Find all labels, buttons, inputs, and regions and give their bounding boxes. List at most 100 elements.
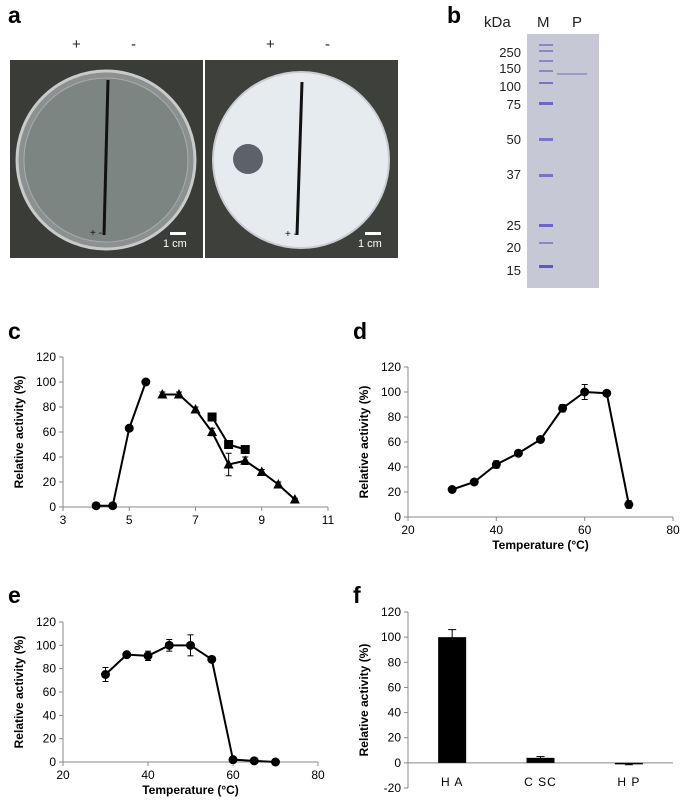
y-tick-label: 60 xyxy=(388,680,402,694)
x-tick-label: 9 xyxy=(258,513,265,525)
right-scale-label: 1 cm xyxy=(358,238,382,250)
x-tick-label: 3 xyxy=(60,513,67,525)
bar xyxy=(526,757,555,763)
gel-lane-m-label: M xyxy=(537,14,550,31)
left-plate-minus-label: - xyxy=(131,36,136,53)
data-point xyxy=(164,640,174,650)
y-tick-label: 80 xyxy=(43,400,57,414)
chart-c: 0 20 40 60 80 100 120 3 5 7 9 11 Relative activity (… xyxy=(12,350,335,525)
marker-15: 15 xyxy=(506,263,521,278)
y-tick-label: 20 xyxy=(43,475,57,489)
x-tick-label: 40 xyxy=(490,523,504,537)
right-plate-image: + - xyxy=(212,71,390,249)
y-tick-label: 120 xyxy=(36,615,56,629)
x-tick-label: 60 xyxy=(226,768,240,782)
x-tick-label: 11 xyxy=(322,513,335,525)
gel-lane-p-label: P xyxy=(572,14,583,31)
y-tick-label: 20 xyxy=(388,485,402,499)
y-tick-label: 80 xyxy=(43,662,57,676)
data-point xyxy=(447,485,457,494)
data-point xyxy=(91,501,101,511)
x-tick-label: C SC xyxy=(524,775,557,789)
y-tick-label: 60 xyxy=(43,685,57,699)
data-point xyxy=(271,757,280,767)
series-line xyxy=(451,390,630,505)
x-tick-label: 80 xyxy=(666,523,680,537)
y-tick-label: 100 xyxy=(36,375,56,389)
y-tick-label: 0 xyxy=(394,756,401,770)
data-point xyxy=(108,501,118,511)
left-scale-label: 1 cm xyxy=(163,238,187,250)
x-tick-label: 7 xyxy=(192,513,199,525)
y-tick-label: 0 xyxy=(394,510,401,524)
data-point xyxy=(536,435,545,444)
data-point xyxy=(124,423,134,433)
marker-150: 150 xyxy=(499,61,521,76)
chart-f: -20 0 20 40 60 80 100 120 H A C SC H P Relative act… xyxy=(357,605,673,795)
y-tick-label: 100 xyxy=(381,385,401,399)
y-tick-label: 0 xyxy=(49,500,56,514)
data-point xyxy=(558,403,568,413)
panel-letter-e: e xyxy=(8,582,21,608)
gel-unit-label: kDa xyxy=(484,14,511,31)
x-tick-label: H A xyxy=(441,775,463,789)
y-axis-label: Relative activity (%) xyxy=(12,376,26,489)
y-tick-label: 80 xyxy=(388,410,402,424)
data-point xyxy=(580,387,590,397)
y-tick-label: 40 xyxy=(388,706,402,720)
data-point xyxy=(157,389,168,399)
y-tick-label: 100 xyxy=(36,638,56,652)
y-tick-label: 60 xyxy=(43,425,57,439)
y-axis-label: Relative activity (%) xyxy=(357,386,371,499)
right-plate-minus-label: - xyxy=(325,36,330,53)
bar xyxy=(438,637,467,763)
right-scale-bar xyxy=(365,232,381,235)
y-tick-label: 20 xyxy=(43,732,57,746)
y-tick-label: 80 xyxy=(388,655,402,669)
y-tick-label: 40 xyxy=(43,708,57,722)
data-point xyxy=(228,755,238,765)
data-point xyxy=(122,650,132,660)
svg-text:+ -: + - xyxy=(90,228,102,239)
y-tick-label: -20 xyxy=(384,781,402,795)
data-point xyxy=(143,651,153,661)
x-axis-label: Temperature (°C) xyxy=(492,538,589,552)
x-tick-label: 80 xyxy=(311,768,325,782)
panel-letter-c: c xyxy=(8,318,21,344)
y-tick-label: 40 xyxy=(43,450,57,464)
y-tick-label: 100 xyxy=(381,630,401,644)
x-tick-label: 5 xyxy=(126,513,133,525)
panel-letter-a: a xyxy=(8,2,21,28)
left-plate-photo: + - xyxy=(10,60,203,258)
y-axis-label: Relative activity (%) xyxy=(357,644,371,757)
y-tick-label: 120 xyxy=(36,350,56,364)
data-point xyxy=(223,459,234,469)
y-tick-label: 60 xyxy=(388,435,402,449)
data-point xyxy=(141,377,151,387)
data-point xyxy=(273,479,284,489)
panel-letter-d: d xyxy=(353,318,368,344)
data-point xyxy=(513,448,523,458)
data-point xyxy=(190,404,201,414)
data-point xyxy=(224,440,234,449)
marker-37: 37 xyxy=(506,167,521,182)
y-tick-label: 120 xyxy=(381,360,401,374)
x-tick-label: 60 xyxy=(578,523,592,537)
data-point xyxy=(173,389,184,399)
data-point xyxy=(207,426,218,436)
right-plate-photo: + - xyxy=(205,60,398,258)
data-point xyxy=(207,412,217,422)
left-plate-plus-label: + xyxy=(72,36,81,53)
svg-text:+ -: + - xyxy=(285,229,297,240)
panel-letter-f: f xyxy=(353,582,361,608)
data-point xyxy=(469,477,479,487)
marker-50: 50 xyxy=(506,132,521,147)
marker-100: 100 xyxy=(499,79,521,94)
x-tick-label: 40 xyxy=(141,768,155,782)
data-point xyxy=(256,466,267,476)
x-tick-label: 20 xyxy=(56,768,70,782)
gel-image xyxy=(527,34,599,288)
marker-20: 20 xyxy=(506,240,521,255)
